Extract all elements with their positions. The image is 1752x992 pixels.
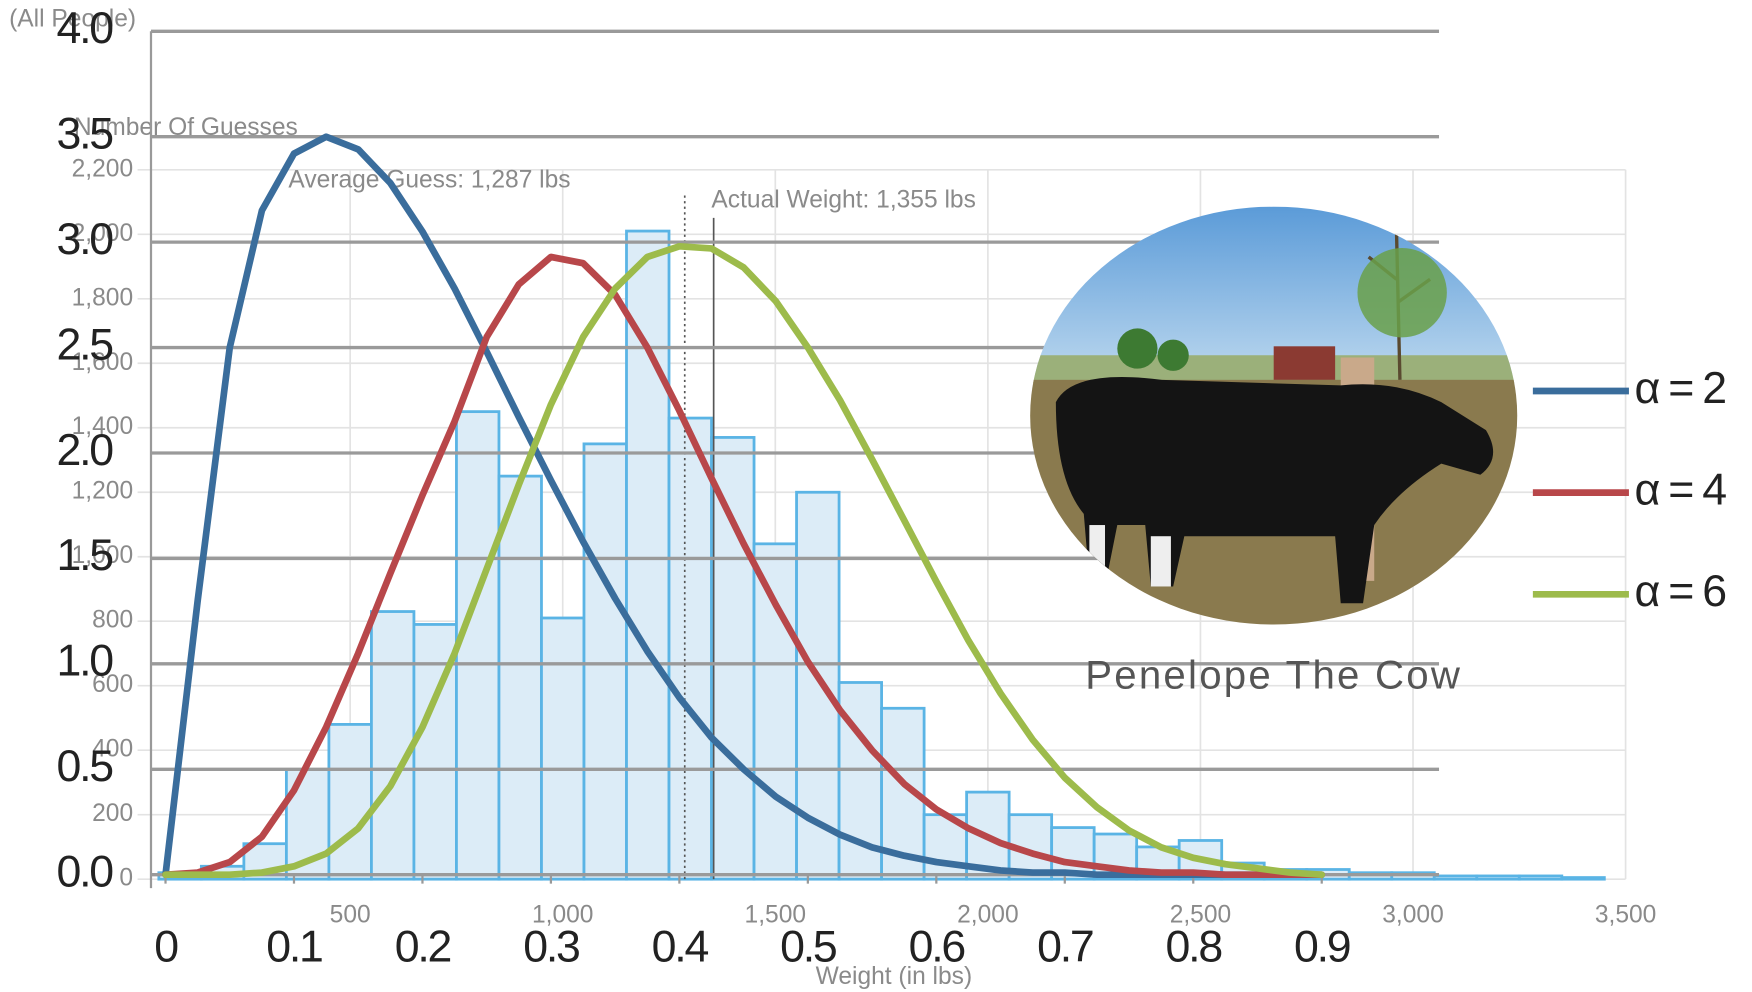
x-tick-label: 0.4 xyxy=(652,922,709,971)
x-tick-label: 0.9 xyxy=(1294,922,1350,971)
legend-label: α = 4 xyxy=(1635,465,1727,514)
y-tick-label: 4.0 xyxy=(56,4,113,53)
chart: 02004006008001,0001,2001,4001,6001,8002,… xyxy=(0,0,1752,992)
histogram-bar xyxy=(669,418,712,879)
y-tick-label: 1,200 xyxy=(72,478,133,505)
x-tick-label: 500 xyxy=(330,902,371,929)
y-tick-label: 2.0 xyxy=(56,426,113,475)
histogram-bar xyxy=(541,618,584,879)
y-tick-label: 0 xyxy=(119,865,133,892)
y-tick-label: 1.5 xyxy=(56,531,112,580)
histogram-bar xyxy=(1434,876,1477,879)
y-tick-label: 3.0 xyxy=(56,215,113,264)
x-tick-label: 0.5 xyxy=(780,922,836,971)
x-tick-label: 0.1 xyxy=(266,922,322,971)
x-tick-label: 0.6 xyxy=(909,922,965,971)
x-tick-label: 2,000 xyxy=(957,902,1018,929)
x-tick-label: 0.7 xyxy=(1037,922,1093,971)
histogram-bar xyxy=(1519,876,1562,879)
x-tick-label: 3,500 xyxy=(1595,902,1656,929)
page: {"chart_data":[ {"type":"histogram","tit… xyxy=(0,0,1752,992)
y-tick-label: 1,800 xyxy=(72,284,133,311)
y-tick-label: 2,200 xyxy=(72,155,133,182)
histogram-bar xyxy=(329,724,372,879)
y-tick-label: 0.0 xyxy=(56,847,113,896)
cow-photo xyxy=(1028,207,1520,637)
histogram-bar xyxy=(371,612,414,880)
annotation: Average Guess: 1,287 lbs xyxy=(288,166,570,193)
histogram-bar xyxy=(584,444,627,879)
y-tick-label: 800 xyxy=(92,607,133,634)
x-tick-label: 0.2 xyxy=(395,922,451,971)
x-tick-label: 0 xyxy=(154,922,178,971)
x-tick-label: 0.3 xyxy=(523,922,579,971)
y-tick-label: 2.5 xyxy=(56,320,112,369)
y-tick-label: 0.5 xyxy=(56,742,112,791)
y-tick-label: 3.5 xyxy=(56,110,112,159)
y-tick-label: 1.0 xyxy=(56,637,113,686)
x-tick-label: 3,000 xyxy=(1382,902,1443,929)
histogram-bar xyxy=(712,437,755,879)
histogram-bar xyxy=(1562,878,1605,880)
y-tick-label: 200 xyxy=(92,800,133,827)
histogram-bar xyxy=(1477,876,1520,879)
histogram-bar xyxy=(754,544,797,879)
legend-label: α = 6 xyxy=(1635,567,1726,616)
histogram-bar xyxy=(499,476,542,879)
annotation: Actual Weight: 1,355 lbs xyxy=(711,187,975,214)
x-tick-label: 0.8 xyxy=(1166,922,1222,971)
legend-label: α = 2 xyxy=(1635,364,1726,413)
photo-caption: Penelope The Cow xyxy=(1085,653,1462,698)
histogram-bar xyxy=(456,412,499,880)
